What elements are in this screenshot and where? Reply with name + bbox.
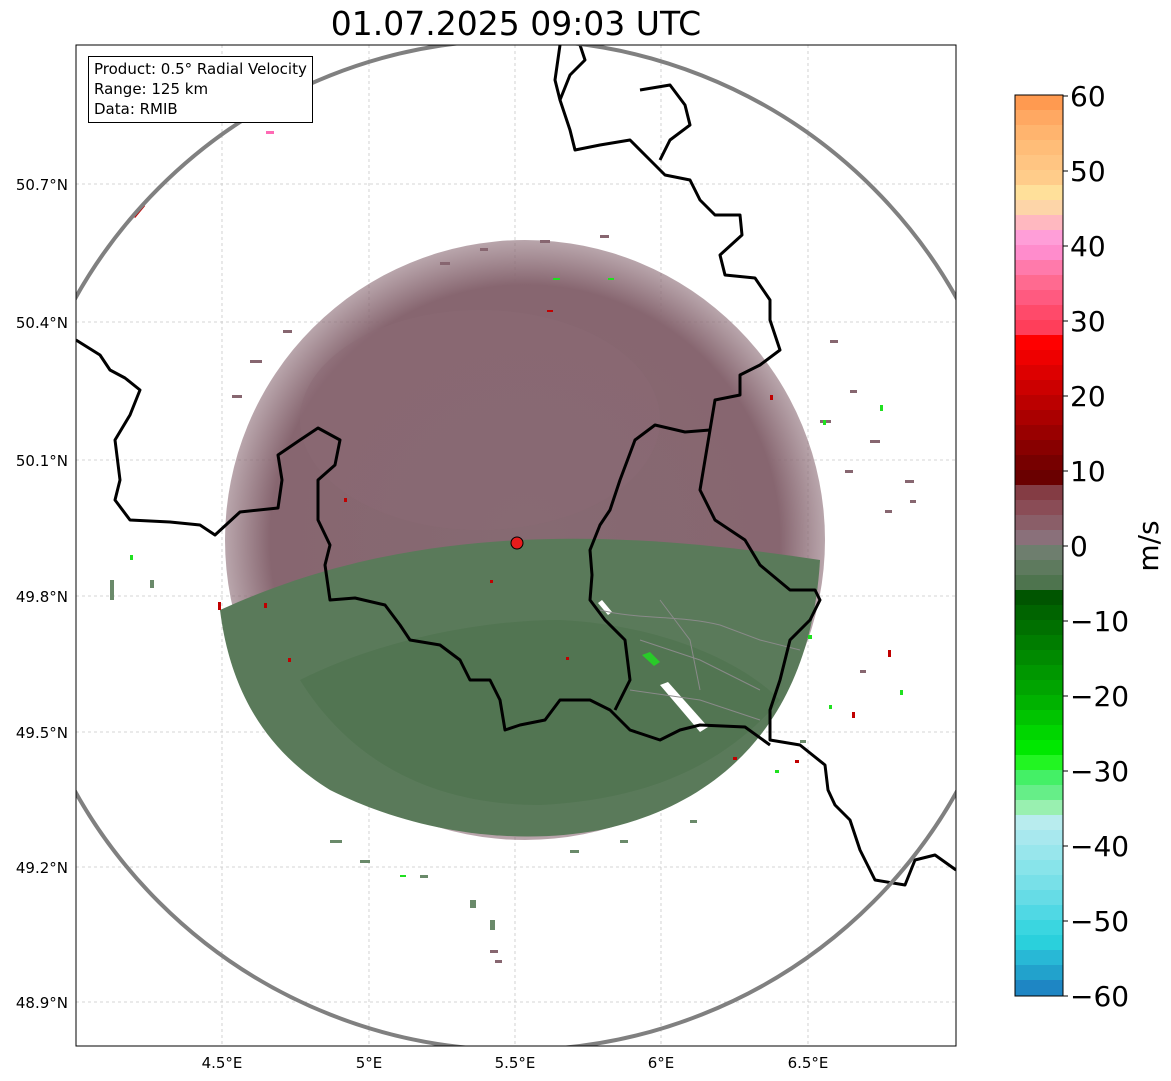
- border-germany-luxembourg-east: [558, 45, 956, 887]
- colorbar-tick-label: −40: [1070, 830, 1129, 863]
- colorbar-unit-label: m/s: [1132, 520, 1165, 571]
- colorbar-tick-label: −30: [1070, 755, 1129, 788]
- country-borders: [76, 45, 956, 887]
- colorbar-tick-label: 20: [1070, 380, 1106, 413]
- colorbar: 60 50 40 30 20 10 0 −10 −20 −30 −40 −50 …: [1014, 80, 1165, 1013]
- colorbar-segments: [1015, 95, 1063, 996]
- data-source-text: Data: RMIB: [94, 100, 178, 118]
- lon-tick-label: 4.5°E: [202, 1054, 243, 1072]
- colorbar-tick-label: −10: [1070, 605, 1129, 638]
- border-germany-north: [553, 45, 692, 161]
- radar-echo-area: [110, 131, 916, 963]
- lat-tick-label: 50.1°N: [16, 452, 68, 470]
- product-text: Product: 0.5° Radial Velocity: [94, 60, 307, 78]
- colorbar-tick-label: 40: [1070, 230, 1106, 263]
- colorbar-tick-label: 30: [1070, 305, 1106, 338]
- colorbar-tick-label: −50: [1070, 905, 1129, 938]
- lat-axis: 50.7°N 50.4°N 50.1°N 49.8°N 49.5°N 49.2°…: [16, 176, 68, 1012]
- colorbar-ticks: [1063, 95, 1068, 997]
- lat-tick-label: 49.5°N: [16, 724, 68, 742]
- lon-tick-label: 5.5°E: [495, 1054, 536, 1072]
- lon-tick-label: 6.5°E: [788, 1054, 829, 1072]
- lon-axis: 4.5°E 5°E 5.5°E 6°E 6.5°E: [202, 1054, 829, 1072]
- colorbar-tick-label: −60: [1070, 980, 1129, 1013]
- colorbar-tick-label: 50: [1070, 155, 1106, 188]
- lat-tick-label: 50.4°N: [16, 314, 68, 332]
- colorbar-tick-label: 10: [1070, 455, 1106, 488]
- colorbar-tick-label: 60: [1070, 80, 1106, 113]
- lat-tick-label: 49.2°N: [16, 859, 68, 877]
- lat-tick-label: 49.8°N: [16, 588, 68, 606]
- colorbar-tick-label: 0: [1070, 530, 1088, 563]
- range-text: Range: 125 km: [94, 80, 209, 98]
- radar-site-marker: [510, 536, 524, 550]
- lon-tick-label: 6°E: [648, 1054, 675, 1072]
- colorbar-tick-labels: 60 50 40 30 20 10 0 −10 −20 −30 −40 −50 …: [1070, 80, 1129, 1013]
- lon-tick-label: 5°E: [356, 1054, 383, 1072]
- chart-title: 01.07.2025 09:03 UTC: [330, 4, 702, 43]
- lat-tick-label: 48.9°N: [16, 994, 68, 1012]
- map-frame: [75, 44, 957, 1047]
- border-france-belgium-west: [76, 338, 771, 747]
- lat-tick-label: 50.7°N: [16, 176, 68, 194]
- regional-borders: [599, 599, 801, 721]
- product-info-box: Product: 0.5° Radial Velocity Range: 125…: [88, 56, 313, 123]
- border-luxembourg-west: [588, 423, 711, 711]
- colorbar-tick-label: −20: [1070, 680, 1129, 713]
